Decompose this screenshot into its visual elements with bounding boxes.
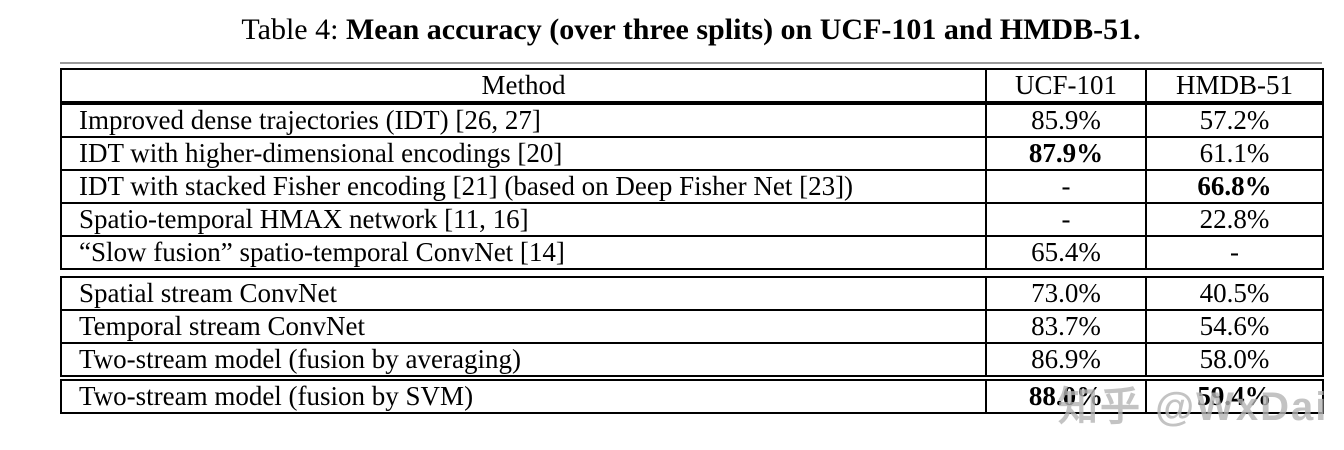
method-cell: Temporal stream ConvNet	[60, 309, 987, 344]
table-section-baselines: Method UCF-101 HMDB-51 Improved dense tr…	[60, 68, 1324, 270]
header-row: Method UCF-101 HMDB-51	[60, 68, 1324, 105]
table-body-1: Improved dense trajectories (IDT) [26, 2…	[60, 102, 1324, 270]
ucf101-cell: 88.0%	[985, 375, 1147, 414]
table-caption: Table 4: Mean accuracy (over three split…	[60, 13, 1322, 47]
table-row: IDT with higher-dimensional encodings [2…	[60, 136, 1324, 171]
method-cell: Spatial stream ConvNet	[60, 276, 987, 311]
table-row: Two-stream model (fusion by SVM) 88.0% 59.…	[60, 375, 1324, 414]
ucf101-cell: -	[985, 169, 1147, 204]
method-cell: “Slow fusion” spatio-temporal ConvNet [1…	[60, 235, 987, 270]
table-row: IDT with stacked Fisher encoding [21] (b…	[60, 169, 1324, 204]
ucf101-cell: 85.9%	[985, 102, 1147, 138]
col-header-ucf101: UCF-101	[985, 68, 1147, 105]
table-row: Spatio-temporal HMAX network [11, 16] -22…	[60, 202, 1324, 237]
hmdb51-cell: 57.2%	[1145, 102, 1324, 138]
table-row: Spatial stream ConvNet 73.0% 40.5%	[60, 276, 1324, 311]
col-header-hmdb51: HMDB-51	[1145, 68, 1324, 105]
ucf101-cell: 73.0%	[985, 276, 1147, 311]
ucf101-cell: -	[985, 202, 1147, 237]
results-table: Method UCF-101 HMDB-51 Improved dense tr…	[60, 62, 1324, 414]
hmdb51-cell: 66.8%	[1145, 169, 1324, 204]
method-cell: Spatio-temporal HMAX network [11, 16]	[60, 202, 987, 237]
caption-prefix: Table 4:	[241, 13, 346, 46]
ucf101-cell: 83.7%	[985, 309, 1147, 344]
method-cell: IDT with stacked Fisher encoding [21] (b…	[60, 169, 987, 204]
hmdb51-cell: 40.5%	[1145, 276, 1324, 311]
method-cell: IDT with higher-dimensional encodings [2…	[60, 136, 987, 171]
table-row: “Slow fusion” spatio-temporal ConvNet [1…	[60, 235, 1324, 270]
method-cell: Improved dense trajectories (IDT) [26, 2…	[60, 102, 987, 138]
ucf101-cell: 86.9%	[985, 342, 1147, 379]
hmdb51-cell: 22.8%	[1145, 202, 1324, 237]
table-body-2: Spatial stream ConvNet 73.0% 40.5% Temporal…	[60, 276, 1324, 414]
hmdb51-cell: 58.0%	[1145, 342, 1324, 379]
hmdb51-cell: 61.1%	[1145, 136, 1324, 171]
table-row: Temporal stream ConvNet 83.7% 54.6%	[60, 309, 1324, 344]
col-header-method: Method	[60, 68, 987, 105]
hmdb51-cell: -	[1145, 235, 1324, 270]
caption-title: Mean accuracy (over three splits) on UCF…	[345, 13, 1141, 46]
table-row: Two-stream model (fusion by averaging) 86…	[60, 342, 1324, 379]
ucf101-cell: 87.9%	[985, 136, 1147, 171]
method-cell: Two-stream model (fusion by SVM)	[60, 375, 987, 414]
scan-artifact-line	[60, 62, 1322, 64]
table-row: Improved dense trajectories (IDT) [26, 2…	[60, 102, 1324, 138]
hmdb51-cell: 54.6%	[1145, 309, 1324, 344]
ucf101-cell: 65.4%	[985, 235, 1147, 270]
method-cell: Two-stream model (fusion by averaging)	[60, 342, 987, 379]
hmdb51-cell: 59.4%	[1145, 375, 1324, 414]
table-section-ours: Spatial stream ConvNet 73.0% 40.5% Temporal…	[60, 276, 1324, 414]
